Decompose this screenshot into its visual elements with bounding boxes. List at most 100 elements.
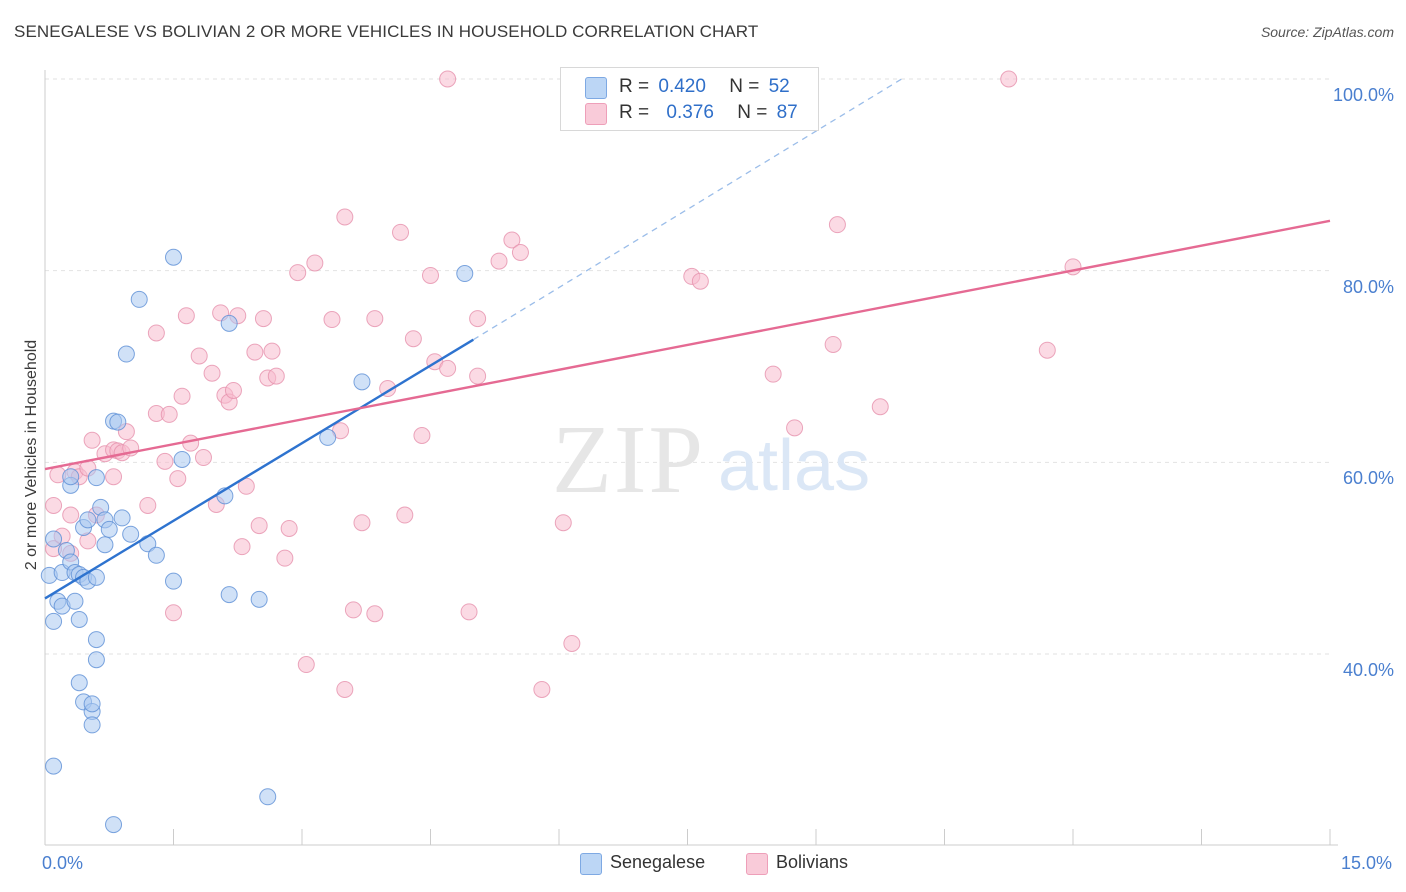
- gridlines: [45, 78, 1330, 655]
- point-bolivians: [490, 252, 508, 270]
- point-senegalese: [113, 509, 131, 527]
- legend-r-value: 0.376: [666, 102, 714, 123]
- point-senegalese: [117, 345, 135, 363]
- point-bolivians: [194, 449, 212, 467]
- point-bolivians: [828, 216, 846, 234]
- trend-lines: [44, 78, 1331, 600]
- point-senegalese: [45, 612, 63, 630]
- bottom-legend-swatch-senegalese: [580, 853, 602, 875]
- bottom-legend-label-senegalese: Senegalese: [610, 852, 706, 872]
- point-bolivians: [336, 208, 354, 226]
- point-bolivians: [413, 427, 431, 444]
- point-senegalese: [105, 816, 123, 834]
- point-bolivians: [263, 342, 281, 360]
- point-senegalese: [319, 428, 337, 446]
- legend-n-label: N =: [729, 76, 760, 97]
- point-senegalese: [109, 413, 127, 431]
- point-bolivians: [691, 272, 709, 290]
- legend-text-senegalese: R = 0.420 N = 52: [619, 76, 790, 98]
- point-bolivians: [147, 324, 165, 342]
- point-senegalese: [87, 568, 105, 586]
- point-bolivians: [511, 243, 529, 261]
- point-senegalese: [259, 788, 277, 806]
- point-senegalese: [62, 468, 80, 486]
- point-bolivians: [306, 254, 324, 272]
- point-bolivians: [404, 330, 422, 348]
- point-bolivians: [297, 656, 315, 674]
- senegalese-points: [40, 248, 474, 834]
- y-tick-label: 100.0%: [1332, 85, 1394, 105]
- point-bolivians: [366, 605, 384, 623]
- legend-r-value: 0.420: [658, 76, 706, 97]
- watermark: ZIP atlas: [552, 406, 870, 514]
- x-tick-label-min: 0.0%: [42, 853, 84, 873]
- point-bolivians: [353, 514, 371, 532]
- point-bolivians: [469, 367, 487, 385]
- point-bolivians: [246, 343, 264, 361]
- axes: [44, 70, 1338, 846]
- legend-text-bolivians: R = 0.376 N = 87: [619, 102, 798, 124]
- stats-legend: R = 0.420 N = 52 R = 0.376 N = 87: [560, 67, 819, 131]
- point-bolivians: [396, 506, 414, 524]
- bolivians-trend-line: [44, 219, 1331, 471]
- y-tick-label: 80.0%: [1342, 276, 1394, 297]
- legend-n-value: 87: [776, 102, 798, 123]
- point-senegalese: [87, 651, 105, 669]
- senegalese-trend-line: [44, 338, 474, 600]
- point-bolivians: [554, 514, 572, 532]
- x-tick-label-max: 15.0%: [1340, 853, 1392, 873]
- point-senegalese: [70, 611, 88, 628]
- point-senegalese: [165, 248, 182, 266]
- point-senegalese: [79, 511, 97, 529]
- point-bolivians: [237, 477, 255, 495]
- point-senegalese: [70, 674, 88, 692]
- point-bolivians: [190, 347, 208, 365]
- point-bolivians: [563, 634, 581, 652]
- point-bolivians: [254, 310, 272, 328]
- point-senegalese: [353, 373, 371, 391]
- point-bolivians: [280, 519, 298, 537]
- point-senegalese: [165, 572, 182, 590]
- point-senegalese: [45, 757, 63, 775]
- point-bolivians: [173, 387, 191, 405]
- point-bolivians: [439, 359, 457, 377]
- legend-r-label: R =: [619, 76, 650, 97]
- point-bolivians: [139, 496, 157, 514]
- point-bolivians: [786, 419, 804, 437]
- point-senegalese: [130, 290, 148, 308]
- legend-r-label: R =: [619, 102, 650, 123]
- point-bolivians: [203, 364, 221, 382]
- point-bolivians: [169, 470, 187, 488]
- point-senegalese: [87, 469, 105, 487]
- point-bolivians: [460, 603, 478, 621]
- point-bolivians: [1000, 70, 1018, 88]
- y-tick-label: 60.0%: [1342, 468, 1394, 489]
- point-bolivians: [1038, 341, 1056, 359]
- point-senegalese: [83, 716, 101, 734]
- point-bolivians: [160, 405, 178, 423]
- point-bolivians: [439, 70, 457, 88]
- bottom-legend-swatch-bolivians: [746, 853, 768, 875]
- watermark-zip: ZIP: [552, 406, 705, 514]
- bolivians-points: [45, 70, 1082, 698]
- point-senegalese: [173, 450, 191, 468]
- point-bolivians: [392, 223, 410, 241]
- watermark-atlas: atlas: [718, 426, 870, 506]
- point-bolivians: [250, 517, 268, 535]
- point-senegalese: [122, 525, 140, 543]
- legend-swatch-senegalese: [585, 77, 607, 99]
- point-bolivians: [105, 468, 123, 486]
- point-senegalese: [87, 631, 105, 649]
- point-senegalese: [456, 265, 474, 283]
- point-bolivians: [45, 496, 63, 514]
- point-senegalese: [250, 590, 268, 608]
- point-bolivians: [533, 680, 551, 698]
- point-bolivians: [344, 601, 362, 619]
- legend-n-value: 52: [768, 76, 790, 97]
- point-bolivians: [336, 680, 354, 698]
- point-bolivians: [62, 506, 80, 524]
- point-senegalese: [96, 536, 114, 554]
- point-bolivians: [165, 604, 182, 622]
- y-tick-label: 40.0%: [1342, 660, 1394, 680]
